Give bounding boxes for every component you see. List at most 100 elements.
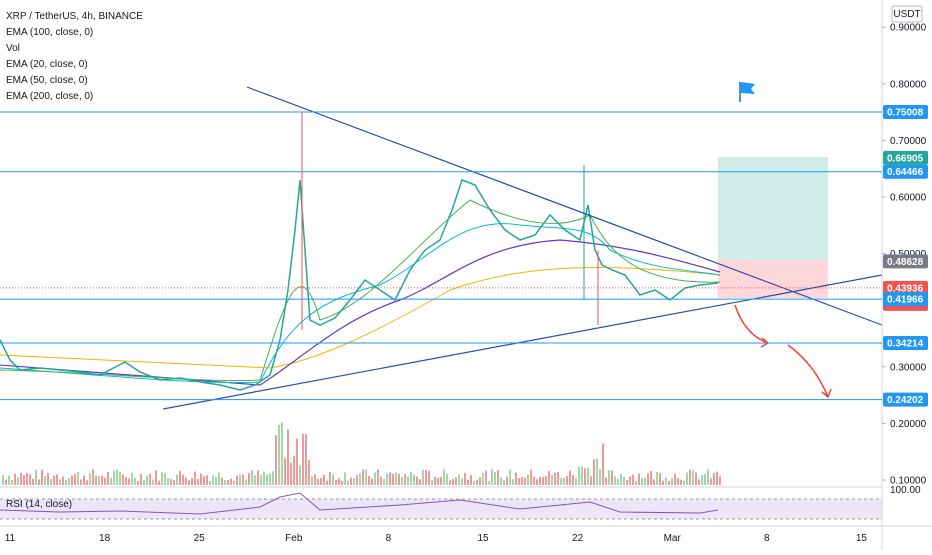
volume-bar	[506, 476, 508, 485]
volume-bar	[104, 477, 106, 485]
volume-bar	[626, 479, 628, 485]
volume-bar	[443, 469, 445, 485]
ema-50	[0, 223, 721, 384]
volume-bar	[296, 438, 298, 485]
volume-bar	[629, 476, 631, 485]
volume-bar	[638, 473, 640, 485]
volume-bar	[269, 473, 271, 485]
volume-bar	[125, 477, 127, 485]
volume-bar	[599, 469, 601, 485]
volume-bar	[23, 475, 25, 485]
volume-bar	[431, 479, 433, 485]
price-tick-label: 0.60000	[890, 193, 927, 204]
volume-bar	[362, 469, 364, 485]
volume-bar	[449, 480, 451, 485]
volume-bar	[284, 458, 286, 485]
volume-bar	[332, 474, 334, 485]
price-badge	[883, 105, 928, 120]
volume-bar	[614, 476, 616, 485]
price-tick-label: 0.30000	[890, 362, 927, 373]
volume-bar	[107, 472, 109, 485]
price-badge	[883, 254, 928, 269]
volume-bar	[347, 480, 349, 485]
volume-bar	[386, 473, 388, 485]
volume-bar	[5, 479, 7, 485]
volume-bar	[131, 472, 133, 485]
currency-box[interactable]	[891, 5, 923, 23]
volume-bar	[167, 478, 169, 485]
volume-bar	[419, 479, 421, 485]
volume-bar	[218, 472, 220, 485]
volume-bar	[437, 478, 439, 485]
volume-bar	[686, 472, 688, 485]
volume-bar	[557, 472, 559, 485]
volume-bar	[359, 473, 361, 485]
volume-bar	[17, 477, 19, 485]
trendline-up	[162, 274, 883, 410]
volume-bar	[662, 480, 664, 485]
volume-bar	[461, 478, 463, 485]
volume-bar	[611, 470, 613, 485]
arrow-head	[821, 388, 832, 399]
volume-bar	[356, 475, 358, 485]
volume-bar	[389, 472, 391, 485]
currency[interactable]: USDT	[893, 9, 920, 20]
volume-bar	[692, 470, 694, 485]
time-tick-label: 15	[856, 533, 868, 544]
time-tick-label: 25	[194, 533, 206, 544]
volume-bar	[407, 476, 409, 485]
volume-bar	[671, 478, 673, 485]
volume-bar	[272, 471, 274, 485]
volume-bar	[377, 469, 379, 485]
volume-bar	[509, 469, 511, 485]
volume-bar	[152, 479, 154, 485]
volume-bar	[560, 477, 562, 485]
indicator: EMA (100, close, 0)	[6, 27, 93, 38]
volume-bar	[215, 476, 217, 485]
time-tick-label: 8	[764, 533, 770, 544]
volume-bar	[518, 478, 520, 485]
volume-bar	[569, 470, 571, 485]
volume-bar	[584, 468, 586, 485]
volume-bar	[260, 475, 262, 485]
volume-bar	[716, 471, 718, 485]
ema-200	[0, 266, 721, 369]
volume-bar	[482, 472, 484, 485]
volume-bar	[380, 476, 382, 485]
indicator: Vol	[6, 43, 20, 54]
volume-bar	[11, 480, 13, 485]
volume-bar	[179, 470, 181, 485]
volume-bar	[143, 479, 145, 485]
volume-bar	[704, 474, 706, 485]
volume-bar	[542, 477, 544, 485]
volume-bar	[665, 477, 667, 485]
volume-bar	[719, 476, 721, 485]
volume-bar	[188, 480, 190, 485]
volume-bar	[122, 474, 124, 485]
indicator: EMA (20, close, 0)	[6, 59, 88, 70]
volume-bar	[329, 472, 331, 485]
indicator: EMA (50, close, 0)	[6, 75, 88, 86]
volume-bar	[425, 469, 427, 485]
time-tick-label: 11	[5, 533, 16, 544]
volume-bar	[533, 476, 535, 485]
volume-bar	[452, 479, 454, 485]
volume-bar	[341, 480, 343, 485]
volume-bar	[59, 479, 61, 485]
volume-bar	[149, 473, 151, 485]
volume-bar	[494, 471, 496, 485]
volume-bar	[353, 478, 355, 485]
volume-bar	[275, 435, 277, 485]
volume-bar	[47, 472, 49, 485]
volume-bar	[623, 476, 625, 485]
volume-bar	[503, 480, 505, 485]
volume-bar	[350, 477, 352, 485]
volume-bar	[683, 480, 685, 485]
volume-bar	[467, 479, 469, 485]
volume	[2, 422, 721, 485]
price-tick-label: 0.80000	[890, 79, 927, 90]
volume-bar	[200, 473, 202, 485]
time-tick-label: Mar	[664, 533, 682, 544]
volume-bar	[302, 433, 304, 485]
